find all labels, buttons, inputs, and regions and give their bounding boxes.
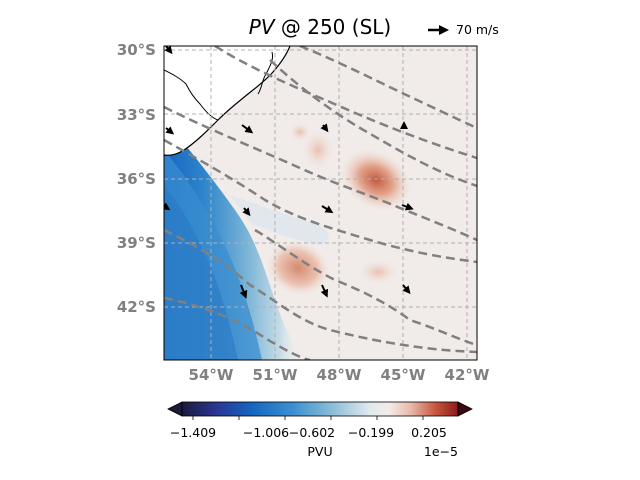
colorbar-exponent: 1e−5 [424, 444, 458, 459]
lon-labels: 54°W 51°W 48°W 45°W 42°W [189, 366, 490, 384]
lat-label: 36°S [117, 170, 156, 188]
colorbar-tick-label: −1.006 [243, 425, 289, 440]
colorbar-extend-right [457, 401, 473, 417]
pv-light-band [230, 195, 329, 245]
colorbar-ticks [192, 416, 424, 420]
map-panel [164, 46, 477, 360]
pv-anomaly-weak-3 [288, 122, 312, 142]
colorbar-label: PVU [307, 444, 332, 459]
pv-anomaly-weak-1 [300, 128, 336, 172]
colorbar-tick-label: −0.199 [348, 425, 394, 440]
lon-label: 51°W [253, 366, 298, 384]
colorbar-tick-label: 0.205 [411, 425, 447, 440]
lon-label: 48°W [317, 366, 362, 384]
lat-label: 30°S [117, 41, 156, 59]
colorbar-bar [181, 401, 459, 417]
quiver-key-label: 70 m/s [456, 22, 499, 37]
land-mass [164, 46, 290, 156]
lat-label: 33°S [117, 106, 156, 124]
lat-labels: 30°S 33°S 36°S 39°S 42°S [117, 41, 156, 316]
colorbar-tick-label: −0.602 [289, 425, 335, 440]
lat-label: 39°S [117, 234, 156, 252]
lon-label: 54°W [189, 366, 234, 384]
colorbar-tick-label: −1.409 [170, 425, 216, 440]
pv-anomaly-weak-2 [356, 258, 400, 286]
map-frame [163, 45, 478, 361]
pv-high-anomaly-south [264, 239, 332, 297]
gridlines [164, 46, 477, 360]
pv-low-deep [164, 185, 238, 360]
colorbar-extend-left [167, 401, 183, 417]
lon-label: 42°W [445, 366, 490, 384]
colorbar: −1.409 −1.006 −0.602 −0.199 0.205 PVU 1e… [167, 401, 473, 459]
height-contours [164, 46, 477, 360]
lon-label: 45°W [381, 366, 426, 384]
figure-title: PV @ 250 (SL) [249, 15, 391, 39]
pv-high-anomaly-east [338, 147, 414, 213]
lat-label: 42°S [117, 298, 156, 316]
wind-vectors [164, 46, 414, 299]
quiver-key: 70 m/s [428, 22, 499, 37]
